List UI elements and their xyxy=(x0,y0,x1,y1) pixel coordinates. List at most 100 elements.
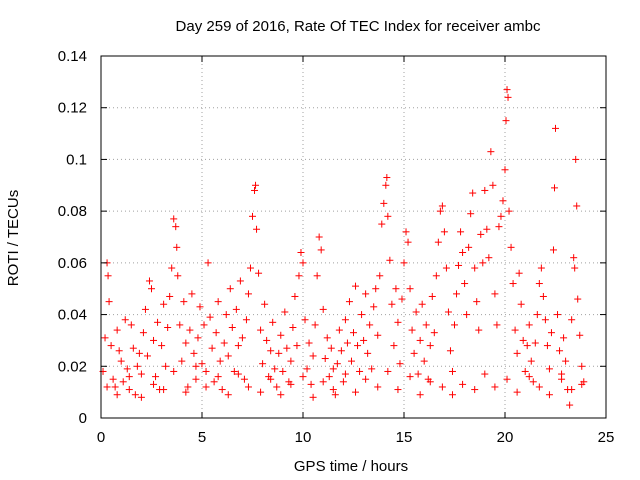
data-point xyxy=(426,342,434,350)
data-point xyxy=(394,386,402,394)
data-point xyxy=(104,272,112,280)
data-point xyxy=(568,386,576,394)
data-point xyxy=(535,280,543,288)
data-point xyxy=(261,300,269,308)
data-point xyxy=(184,383,192,391)
data-point xyxy=(198,360,206,368)
data-point xyxy=(568,316,576,324)
data-point xyxy=(485,254,493,262)
data-point xyxy=(133,362,141,370)
data-point xyxy=(483,225,491,233)
data-point xyxy=(515,269,523,277)
data-point xyxy=(347,357,355,365)
data-point xyxy=(158,342,166,350)
data-point xyxy=(521,367,529,375)
data-point xyxy=(465,243,473,251)
data-point xyxy=(479,259,487,267)
data-point xyxy=(473,298,481,306)
data-point xyxy=(493,321,501,329)
data-point xyxy=(517,300,525,308)
data-point xyxy=(402,228,410,236)
data-point xyxy=(141,305,149,313)
data-point xyxy=(333,360,341,368)
data-point xyxy=(386,256,394,264)
data-point xyxy=(168,264,176,272)
data-points xyxy=(99,86,588,409)
x-tick-label: 25 xyxy=(598,429,615,446)
data-point xyxy=(341,316,349,324)
data-point xyxy=(313,272,321,280)
data-point xyxy=(174,272,182,280)
data-point xyxy=(525,373,533,381)
data-point xyxy=(463,311,471,319)
data-point xyxy=(362,375,370,383)
data-point xyxy=(321,355,329,363)
data-point xyxy=(277,331,285,339)
data-point xyxy=(436,207,444,215)
data-point xyxy=(491,383,499,391)
data-point xyxy=(234,342,242,350)
data-point xyxy=(214,298,222,306)
data-point xyxy=(368,365,376,373)
data-point xyxy=(123,365,131,373)
data-point xyxy=(273,383,281,391)
data-point xyxy=(287,380,295,388)
data-point xyxy=(400,259,408,267)
data-point xyxy=(244,383,252,391)
data-point xyxy=(121,316,129,324)
data-point xyxy=(180,298,188,306)
data-point xyxy=(428,292,436,300)
y-tick-label: 0 xyxy=(79,410,87,427)
data-point xyxy=(372,285,380,293)
data-point xyxy=(345,298,353,306)
x-tick-label: 10 xyxy=(295,429,312,446)
data-point xyxy=(202,367,210,375)
data-point xyxy=(257,326,265,334)
data-point xyxy=(281,308,289,316)
data-point xyxy=(572,155,580,163)
y-tick-label: 0.1 xyxy=(66,151,87,168)
data-point xyxy=(364,349,372,357)
data-point xyxy=(202,383,210,391)
data-point xyxy=(242,316,250,324)
y-axis-label: ROTI / TECUs xyxy=(5,190,22,286)
data-point xyxy=(358,311,366,319)
data-point xyxy=(291,292,299,300)
data-point xyxy=(150,380,158,388)
data-point xyxy=(481,186,489,194)
data-point xyxy=(113,391,121,399)
data-point xyxy=(329,386,337,394)
data-point xyxy=(301,316,309,324)
data-point xyxy=(236,277,244,285)
data-point xyxy=(109,375,117,383)
data-point xyxy=(570,254,578,262)
data-point xyxy=(240,375,248,383)
data-point xyxy=(127,321,135,329)
data-point xyxy=(107,342,115,350)
data-point xyxy=(556,347,564,355)
data-point xyxy=(541,316,549,324)
data-point xyxy=(162,362,170,370)
data-point xyxy=(115,347,123,355)
x-axis-label: GPS time / hours xyxy=(294,458,408,475)
data-point xyxy=(143,352,151,360)
data-point xyxy=(426,378,434,386)
data-point xyxy=(388,300,396,308)
data-point xyxy=(119,378,127,386)
data-point xyxy=(362,290,370,298)
data-point xyxy=(172,223,180,231)
data-point xyxy=(210,378,218,386)
data-point xyxy=(418,300,426,308)
data-point xyxy=(459,249,467,257)
data-point xyxy=(497,212,505,220)
data-point xyxy=(263,336,271,344)
data-point xyxy=(370,303,378,311)
data-point xyxy=(578,380,586,388)
data-point xyxy=(578,362,586,370)
data-point xyxy=(317,246,325,254)
y-tick-label: 0.12 xyxy=(58,100,87,117)
data-point xyxy=(513,388,521,396)
data-point xyxy=(573,202,581,210)
data-point xyxy=(451,321,458,329)
